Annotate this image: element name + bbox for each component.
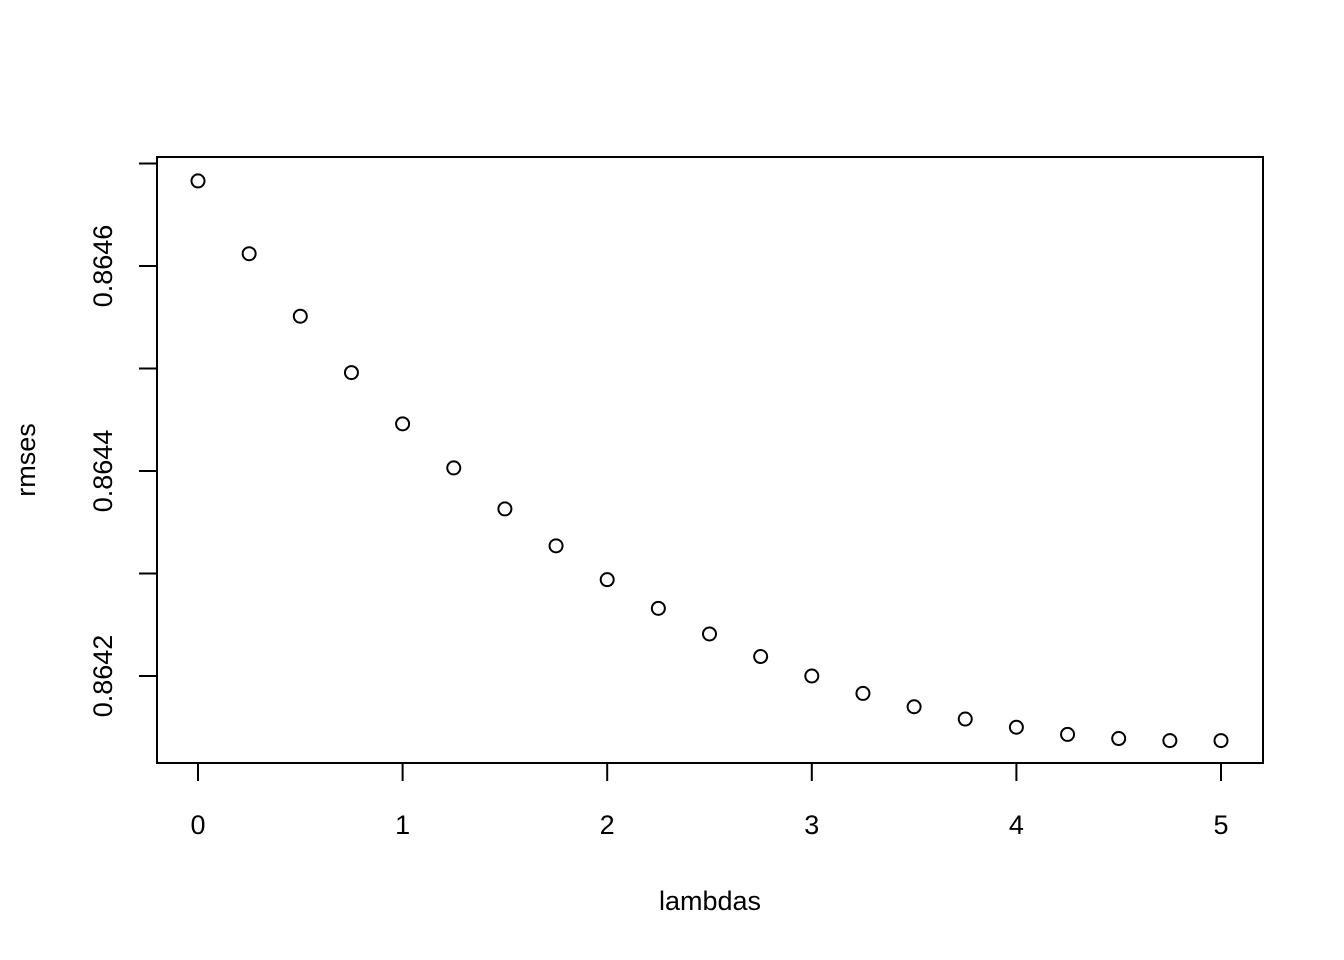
data-point: [702, 626, 717, 642]
data-point: [190, 173, 206, 189]
data-point: [446, 460, 462, 476]
x-tick-label: 4: [1009, 810, 1024, 840]
x-axis-label: lambdas: [659, 886, 761, 916]
x-tick-label: 5: [1213, 810, 1228, 840]
data-point: [753, 649, 769, 665]
data-point: [957, 711, 973, 727]
y-axis-label: rmses: [11, 423, 41, 497]
y-tick-label: 0.8642: [88, 635, 118, 718]
data-point: [855, 685, 871, 701]
data-point: [241, 246, 257, 262]
data-point: [1008, 719, 1024, 735]
x-tick-label: 2: [600, 810, 615, 840]
data-point: [548, 538, 564, 554]
data-point: [906, 699, 922, 715]
data-point: [343, 365, 359, 381]
data-point: [292, 308, 308, 324]
data-points: [190, 173, 1229, 749]
data-point: [599, 572, 615, 588]
x-tick-label: 1: [395, 810, 410, 840]
data-point: [497, 501, 513, 517]
data-point: [1213, 733, 1229, 749]
plot-frame: [156, 156, 1264, 764]
data-point: [1162, 733, 1178, 749]
x-tick-label: 0: [190, 810, 205, 840]
y-tick-label: 0.8646: [88, 225, 118, 308]
data-point: [395, 416, 411, 432]
data-point: [650, 600, 666, 616]
x-tick-label: 3: [804, 810, 819, 840]
data-point: [1060, 726, 1076, 742]
data-point: [804, 668, 820, 684]
x-axis: 0 1 2 3 4 5: [190, 762, 1229, 840]
y-axis: 0.8642 0.8644 0.8646: [88, 162, 158, 718]
y-tick-label: 0.8644: [88, 430, 118, 513]
data-point: [1111, 731, 1127, 747]
